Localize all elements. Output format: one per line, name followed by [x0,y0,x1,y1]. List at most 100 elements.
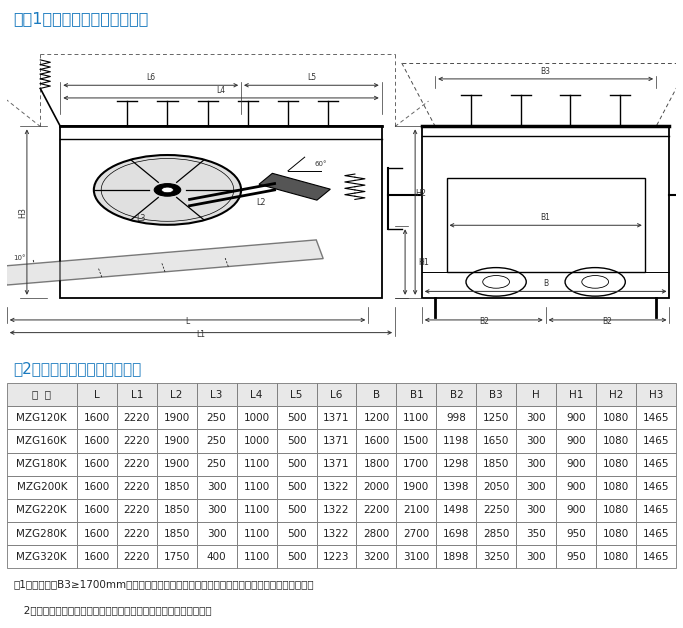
Text: 1498: 1498 [443,506,470,516]
Bar [636,453,676,476]
Text: 2220: 2220 [124,506,150,516]
Bar [117,430,156,453]
Bar [60,126,382,298]
Text: H1: H1 [419,257,430,266]
Text: B3: B3 [541,67,550,76]
Text: 300: 300 [527,459,546,469]
Text: MZG200K: MZG200K [16,482,67,492]
Bar [357,499,396,522]
Text: 950: 950 [566,529,586,539]
Bar [357,406,396,430]
Bar [596,499,636,522]
Text: 1100: 1100 [243,552,270,562]
Text: 注1：溜槽闸门B3≥1700mm的，为双手轮闸门。其它为单手轮闸门，如用户无要求为左式安装。: 注1：溜槽闸门B3≥1700mm的，为双手轮闸门。其它为单手轮闸门，如用户无要求… [14,580,314,590]
Text: 1850: 1850 [163,506,190,516]
Text: 300: 300 [527,482,546,492]
Text: 1465: 1465 [643,413,669,423]
Text: 1080: 1080 [603,413,629,423]
Text: 1100: 1100 [403,413,430,423]
Bar [7,522,76,545]
Text: 2850: 2850 [483,529,510,539]
Text: 2800: 2800 [363,529,389,539]
Text: 1898: 1898 [443,552,470,562]
Bar [476,406,516,430]
Bar [197,383,236,406]
Bar [516,545,556,568]
Text: MZG160K: MZG160K [16,436,67,446]
Bar [396,476,436,499]
Bar [636,476,676,499]
Bar [556,383,596,406]
Bar [117,522,156,545]
Text: 1080: 1080 [603,506,629,516]
Bar [236,522,277,545]
Text: L: L [94,389,100,399]
Text: 1465: 1465 [643,506,669,516]
Bar [447,178,645,273]
Bar [7,545,76,568]
Bar [422,126,669,298]
Text: L4: L4 [251,389,263,399]
Bar [197,406,236,430]
Text: 1850: 1850 [483,459,510,469]
Bar [76,499,117,522]
Bar [596,476,636,499]
Text: 2250: 2250 [483,506,510,516]
Bar [117,499,156,522]
Text: 300: 300 [527,436,546,446]
Bar [76,476,117,499]
Bar [636,383,676,406]
Bar [516,522,556,545]
Text: H2: H2 [609,389,624,399]
Bar [156,476,197,499]
Text: B3: B3 [490,389,503,399]
Bar [476,430,516,453]
Bar [396,499,436,522]
Text: H3: H3 [649,389,663,399]
Text: B1: B1 [541,213,550,222]
Text: 型  号: 型 号 [32,389,51,399]
Text: 400: 400 [207,552,227,562]
Bar [277,430,316,453]
Bar [556,406,596,430]
Bar [436,522,476,545]
Text: L4: L4 [217,86,225,95]
Text: 60°: 60° [315,161,327,167]
Bar [316,453,357,476]
Text: 1700: 1700 [403,459,430,469]
Bar [596,383,636,406]
Text: 1900: 1900 [163,413,190,423]
Bar [156,406,197,430]
Bar [596,430,636,453]
Text: 900: 900 [566,482,586,492]
Text: 900: 900 [566,413,586,423]
Circle shape [154,183,181,196]
Text: 2050: 2050 [483,482,510,492]
Text: 1465: 1465 [643,459,669,469]
Bar [236,453,277,476]
Bar [396,545,436,568]
Bar [277,545,316,568]
Text: L6: L6 [331,389,343,399]
Bar [76,406,117,430]
Text: 1080: 1080 [603,552,629,562]
Bar [117,476,156,499]
Text: 1080: 1080 [603,459,629,469]
Bar [476,522,516,545]
Text: 1850: 1850 [163,529,190,539]
Text: L5: L5 [290,389,303,399]
Text: 1465: 1465 [643,552,669,562]
Bar [156,499,197,522]
Bar [197,430,236,453]
Text: 250: 250 [207,436,227,446]
Text: 998: 998 [447,413,466,423]
Bar [516,476,556,499]
Bar [7,476,76,499]
Bar [277,453,316,476]
Text: 2220: 2220 [124,459,150,469]
Bar [7,499,76,522]
Bar [396,406,436,430]
Text: H1: H1 [569,389,583,399]
Bar [76,522,117,545]
Bar [156,383,197,406]
